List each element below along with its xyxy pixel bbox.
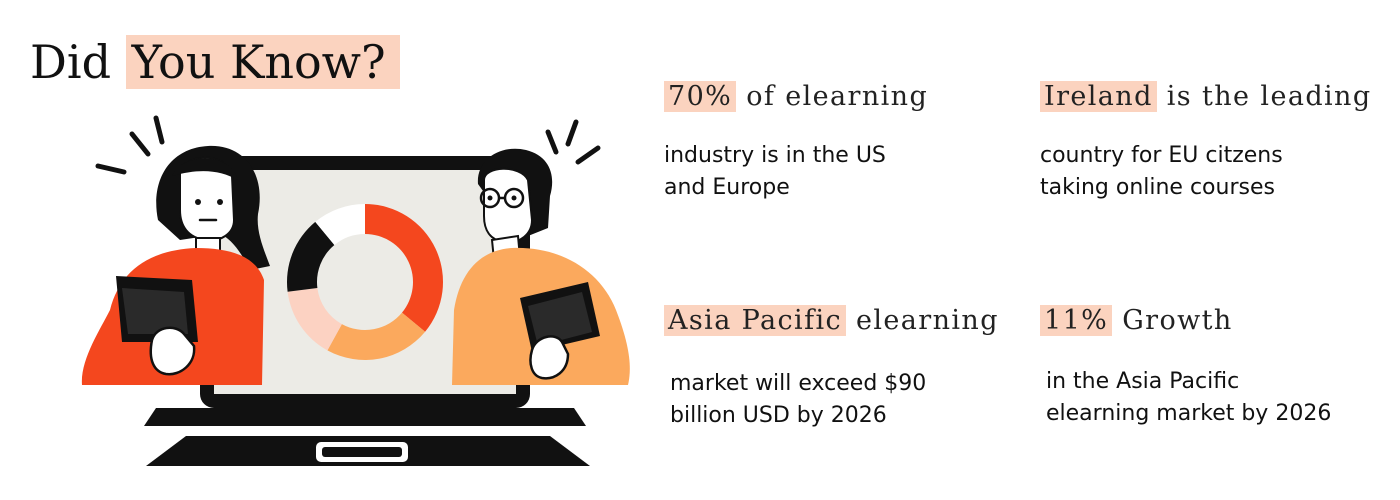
fact-card-growth: 11% Growth in the Asia Pacific elearning… [1040,304,1400,430]
fact-body-line: billion USD by 2026 [670,403,887,428]
fact-body-line: market will exceed $90 [670,371,927,396]
donut-segment-light-orange [327,312,426,360]
fact-heading: 70% of elearning [664,80,1024,114]
fact-card-elearning-us-europe: 70% of elearning industry is in the US a… [664,80,1024,204]
fact-body: market will exceed $90 billion USD by 20… [670,368,1024,432]
laptop-hinge [144,408,586,426]
fact-body-line: elearning market by 2026 [1046,401,1332,426]
fact-body-line: and Europe [664,175,790,200]
fact-card-ireland: Ireland is the leading country for EU ci… [1040,80,1400,204]
fact-body-line: industry is in the US [664,143,886,168]
excitement-lines-left [95,115,165,175]
fact-heading: Asia Pacific elearning [664,304,1024,338]
woman-figure [81,145,270,385]
donut-segment-white [315,204,365,246]
donut-segment-red [365,204,443,332]
fact-heading-rest: is the leading [1156,81,1372,112]
man-figure [452,148,630,385]
title-highlight: You Know? [125,35,400,89]
title-prefix: Did [30,35,126,89]
page-title: Did You Know? [30,30,400,94]
fact-heading-rest: of elearning [736,81,929,112]
fact-body-line: in the Asia Pacific [1046,369,1240,394]
fact-body: country for EU citzens taking online cou… [1040,140,1400,204]
donut-segment-peach [287,288,342,351]
excitement-lines-right [545,119,601,165]
fact-body: in the Asia Pacific elearning market by … [1046,366,1400,430]
donut-chart [287,204,443,360]
fact-highlight: 70% [664,81,737,112]
fact-heading: 11% Growth [1040,304,1400,338]
elearning-illustration [81,115,630,466]
fact-highlight: Asia Pacific [664,305,847,336]
fact-body-line: taking online courses [1040,175,1275,200]
fact-highlight: Ireland [1040,81,1157,112]
fact-heading-rest: Growth [1112,305,1233,336]
fact-heading: Ireland is the leading [1040,80,1400,114]
fact-highlight: 11% [1040,305,1113,336]
fact-card-asia-pacific: Asia Pacific elearning market will excee… [664,304,1024,432]
fact-body: industry is in the US and Europe [664,140,1024,204]
fact-heading-rest: elearning [846,305,999,336]
fact-body-line: country for EU citzens [1040,143,1283,168]
donut-segment-black [287,221,335,292]
